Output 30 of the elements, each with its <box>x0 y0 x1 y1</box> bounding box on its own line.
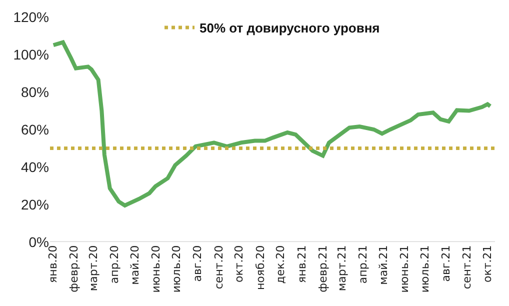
y-tick-label: 60% <box>20 121 49 138</box>
x-tick-label: нояб.20 <box>254 245 267 290</box>
line-series <box>51 40 492 208</box>
x-tick-label: июль.21 <box>418 245 432 293</box>
x-tick-label: апр.21 <box>356 245 370 284</box>
y-tick-label: 40% <box>20 158 49 175</box>
x-tick-label: июль.20 <box>170 245 184 293</box>
x-tick-label: окт.20 <box>232 245 246 282</box>
x-tick-label: янв.21 <box>295 245 308 283</box>
x-tick-label: май.20 <box>128 245 142 285</box>
x-tick-label: май.21 <box>376 245 390 285</box>
x-tick-label: февр.20 <box>67 245 80 292</box>
x-tick-label: март.20 <box>87 245 100 292</box>
x-tick-label: июнь.21 <box>398 245 412 293</box>
y-tick-label: 0% <box>28 234 49 250</box>
x-tick-label: март.21 <box>335 245 348 292</box>
x-tick-label: июнь.20 <box>150 245 163 293</box>
y-tick-label: 120% <box>13 8 49 25</box>
legend-label: 50% от довирусного уровня <box>200 20 380 36</box>
y-tick-label: 100% <box>13 46 49 62</box>
x-tick-label: дек.20 <box>274 245 288 284</box>
x-tick-label: авг.21 <box>440 245 453 282</box>
x-tick-label: сент.20 <box>212 245 226 290</box>
x-tick-label: февр.21 <box>316 245 330 292</box>
x-tick-label: сент.21 <box>460 245 474 290</box>
x-tick-label: окт.21 <box>481 245 494 282</box>
y-tick-label: 80% <box>20 84 49 100</box>
x-tick-label: апр.20 <box>108 245 122 284</box>
x-tick-label: авг.20 <box>191 245 204 282</box>
y-tick-label: 20% <box>20 196 49 212</box>
